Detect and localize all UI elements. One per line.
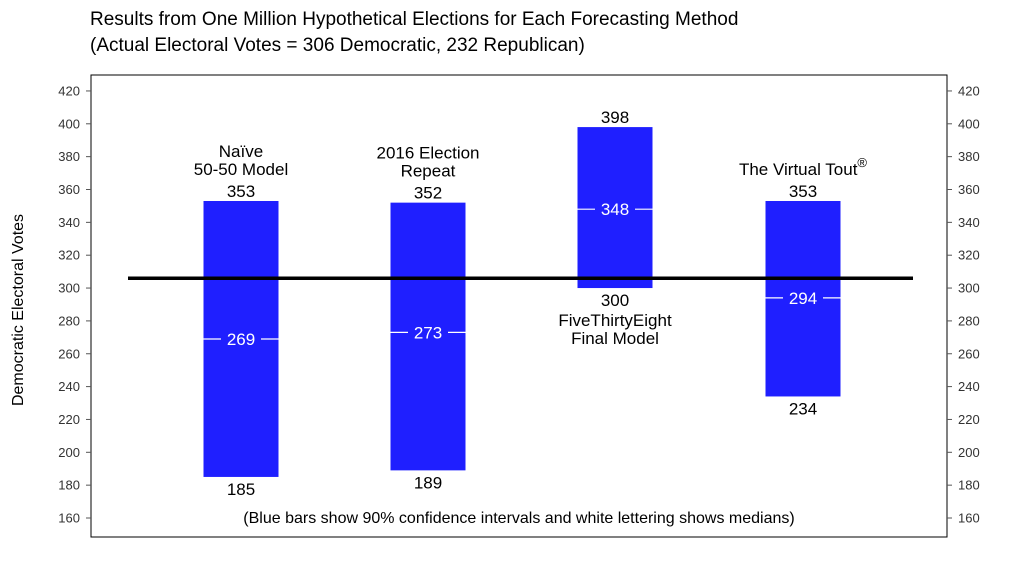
- y-tick-label-right: 280: [958, 313, 980, 328]
- y-tick-label-left: 380: [58, 149, 80, 164]
- y-tick-label-left: 160: [58, 511, 80, 526]
- registered-mark: ®: [857, 155, 867, 170]
- ci-high-label: 398: [601, 108, 629, 127]
- ci-bar: [577, 127, 653, 289]
- y-tick-label-left: 420: [58, 83, 80, 98]
- ci-bar: [765, 200, 841, 397]
- median-label: 269: [227, 330, 255, 349]
- plot-frame: [90, 74, 948, 538]
- y-tick-label-right: 200: [958, 445, 980, 460]
- chart-title: Results from One Million Hypothetical El…: [90, 9, 739, 30]
- ci-high-label: 352: [414, 184, 442, 203]
- method-name-label: 2016 Election: [376, 144, 479, 163]
- chart-note: (Blue bars show 90% confidence intervals…: [243, 510, 794, 527]
- ci-low-label: 234: [789, 399, 817, 418]
- method-name-label: Naïve: [219, 142, 263, 161]
- y-tick-label-right: 360: [958, 182, 980, 197]
- y-tick-label-right: 240: [958, 379, 980, 394]
- y-tick-label-left: 200: [58, 445, 80, 460]
- y-tick-label-right: 260: [958, 346, 980, 361]
- median-label: 348: [601, 200, 629, 219]
- median-label: 273: [414, 323, 442, 342]
- ci-low-label: 185: [227, 480, 255, 499]
- right-axis: 160 180 200 220 240 260 280 300 320 340 360 380 400 4…: [947, 83, 980, 526]
- y-tick-label-right: 160: [958, 511, 980, 526]
- y-tick-label-left: 180: [58, 478, 80, 493]
- chart-subtitle: (Actual Electoral Votes = 306 Democratic…: [90, 35, 585, 56]
- bars-group: [203, 127, 841, 477]
- y-tick-label-right: 300: [958, 281, 980, 296]
- y-tick-label-right: 380: [958, 149, 980, 164]
- y-tick-label-right: 320: [958, 248, 980, 263]
- y-tick-label-right: 180: [958, 478, 980, 493]
- y-tick-label-right: 400: [958, 116, 980, 131]
- left-axis: 160 180 200 220 240 260 280 300 320 340 360 380 400 4…: [58, 83, 91, 526]
- method-name-label: 50-50 Model: [194, 160, 289, 179]
- ci-bar: [390, 202, 466, 471]
- y-tick-label-left: 320: [58, 248, 80, 263]
- ci-low-label: 189: [414, 473, 442, 492]
- median-label: 294: [789, 289, 817, 308]
- ci-low-label: 300: [601, 291, 629, 310]
- y-tick-label-left: 400: [58, 116, 80, 131]
- y-tick-label-left: 220: [58, 412, 80, 427]
- y-tick-label-right: 420: [958, 83, 980, 98]
- method-name-label: FiveThirtyEight: [558, 311, 672, 330]
- y-tick-label-left: 260: [58, 346, 80, 361]
- y-tick-label-right: 340: [958, 215, 980, 230]
- method-name-label: The Virtual Tout®: [739, 155, 867, 179]
- method-name-label: Repeat: [401, 162, 456, 181]
- method-name-label: Final Model: [571, 329, 659, 348]
- y-tick-label-left: 240: [58, 379, 80, 394]
- y-tick-label-left: 280: [58, 313, 80, 328]
- y-tick-label-left: 340: [58, 215, 80, 230]
- y-tick-label-right: 220: [958, 412, 980, 427]
- y-tick-label-left: 360: [58, 182, 80, 197]
- ci-high-label: 353: [227, 182, 255, 201]
- ci-high-label: 353: [789, 182, 817, 201]
- y-tick-label-left: 300: [58, 281, 80, 296]
